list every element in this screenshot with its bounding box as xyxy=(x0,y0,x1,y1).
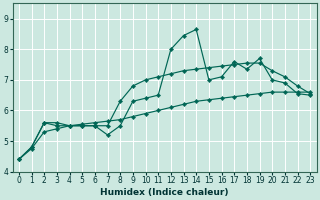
X-axis label: Humidex (Indice chaleur): Humidex (Indice chaleur) xyxy=(100,188,229,197)
